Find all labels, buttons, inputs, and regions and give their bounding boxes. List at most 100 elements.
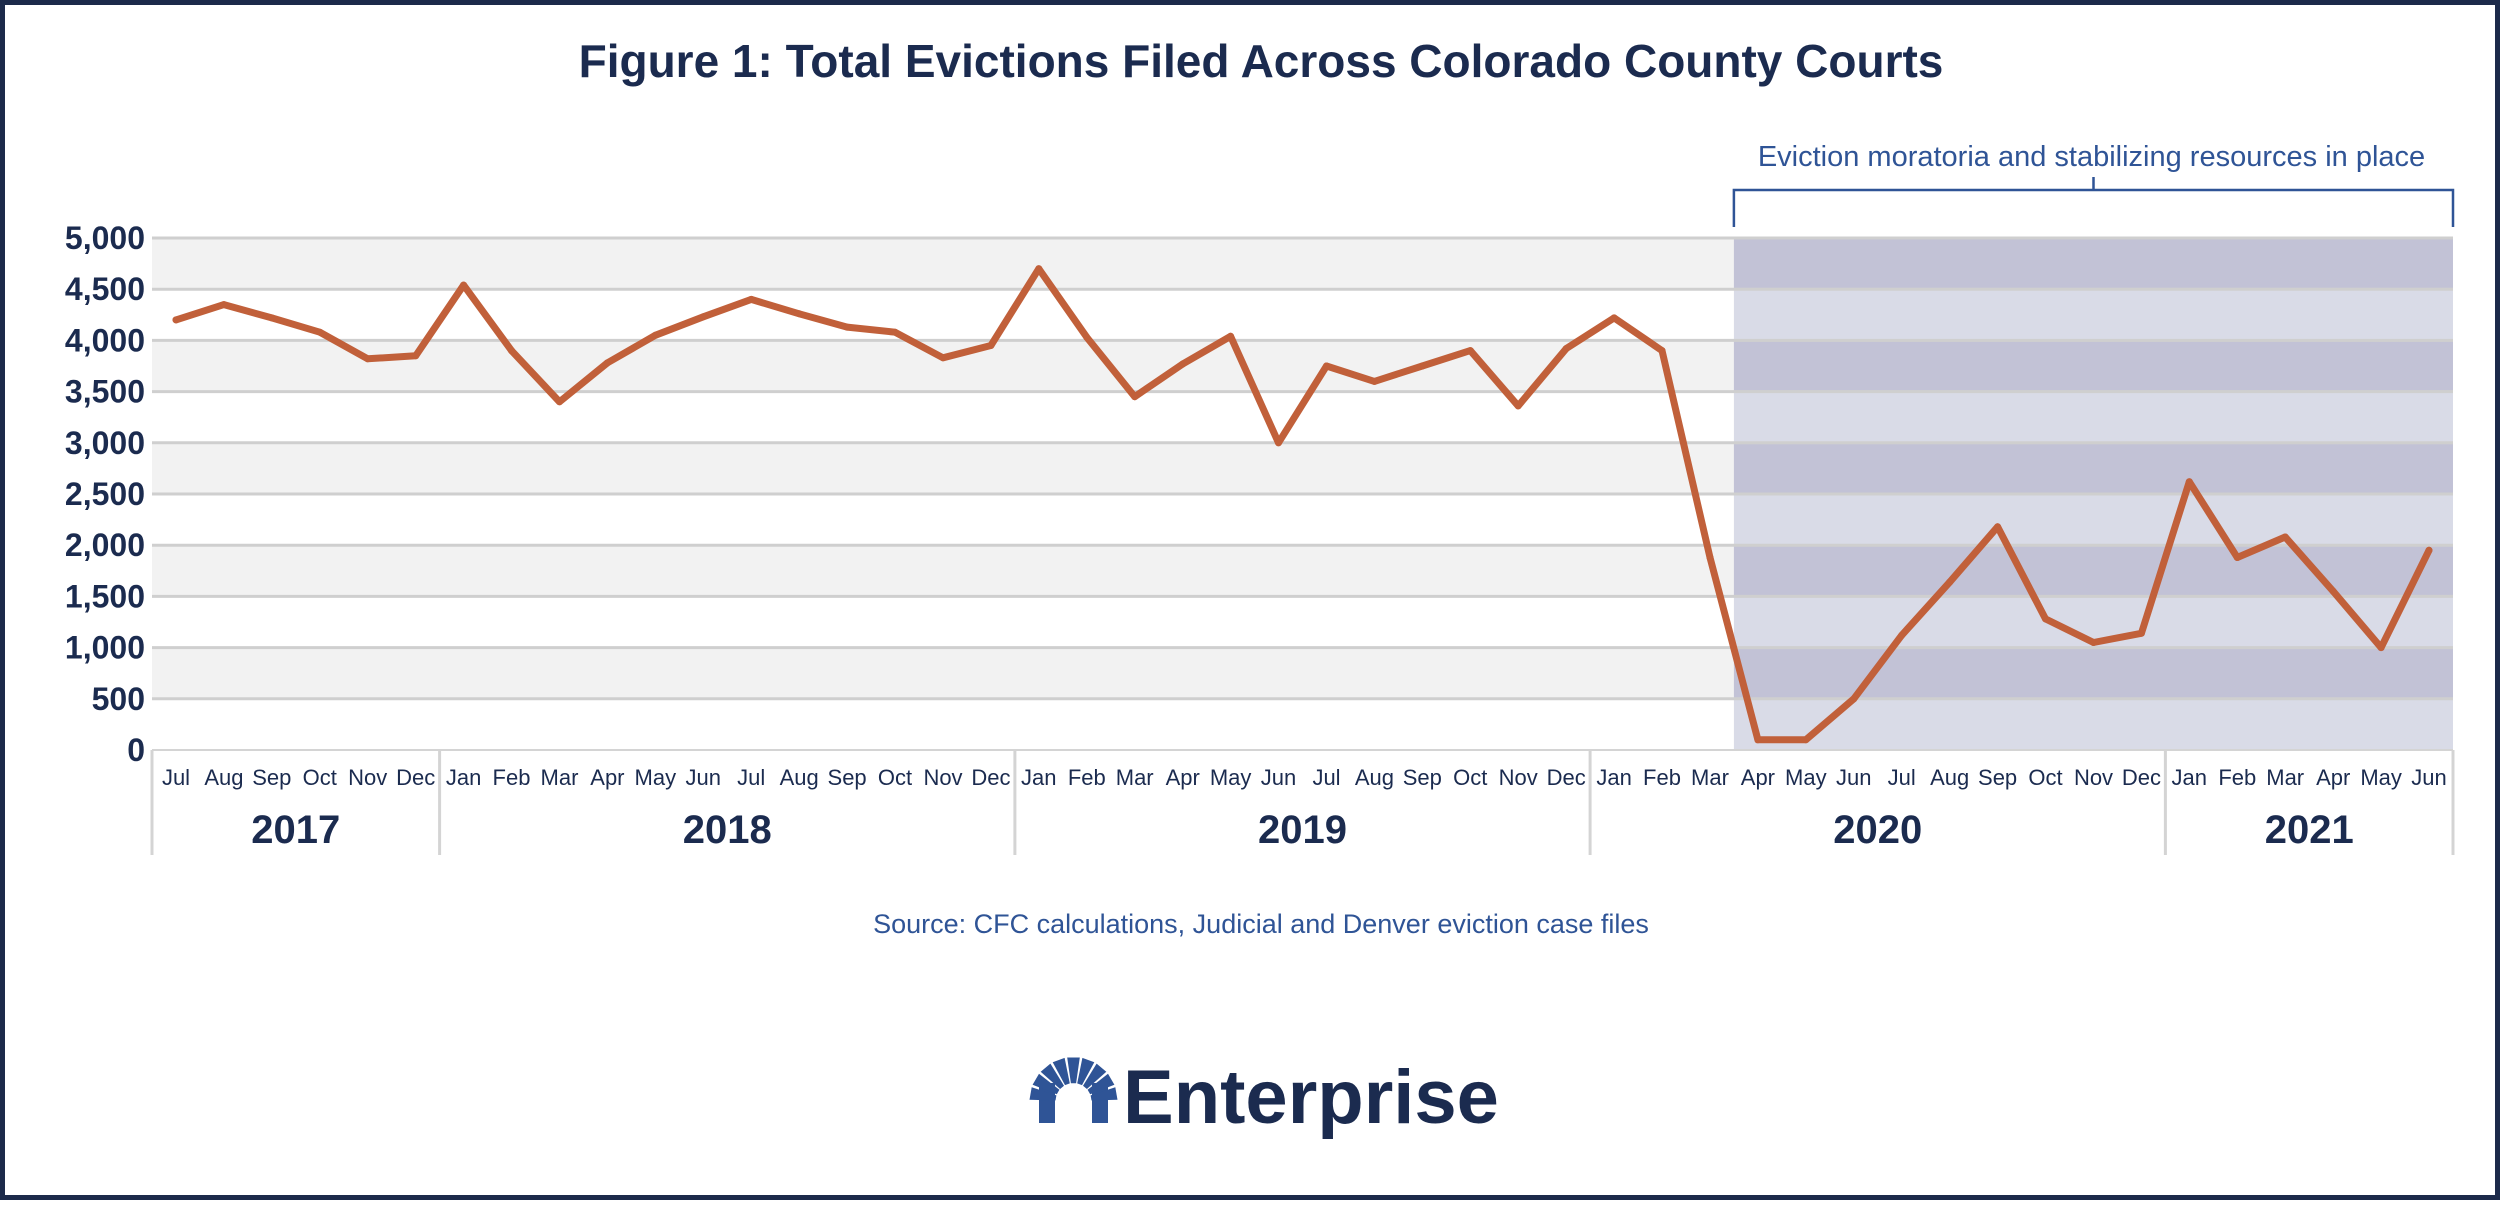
data-point bbox=[172, 316, 180, 324]
x-month-label: Feb bbox=[2218, 765, 2256, 790]
x-month-label: Sep bbox=[252, 765, 291, 790]
data-point bbox=[987, 342, 995, 349]
data-point bbox=[1418, 362, 1426, 370]
x-month-label: May bbox=[635, 765, 677, 790]
x-month-label: Jun bbox=[1836, 765, 1871, 790]
moratorium-band bbox=[1733, 391, 2453, 443]
logo-ray bbox=[1083, 1063, 1107, 1089]
logo-ray bbox=[1090, 1087, 1118, 1101]
chart: Figure 1: Total Evictions Filed Across C… bbox=[65, 35, 2455, 1140]
data-point bbox=[939, 354, 947, 362]
x-year-label: 2018 bbox=[683, 808, 772, 852]
y-tick-label: 1,000 bbox=[65, 630, 145, 666]
logo-ray bbox=[1067, 1057, 1080, 1084]
x-month-label: Aug bbox=[780, 765, 819, 790]
x-month-label: Oct bbox=[2028, 765, 2062, 790]
data-point bbox=[268, 314, 276, 322]
x-year-label: 2021 bbox=[2265, 808, 2354, 852]
data-point bbox=[1994, 523, 2002, 531]
x-axis: Jul Aug Sep Oct Nov Dec Jan Feb Mar Apr May Jun Jul A… bbox=[150, 749, 2455, 855]
data-point bbox=[460, 281, 468, 289]
evictions-line bbox=[172, 265, 2433, 744]
brand-logo: Enterprise bbox=[1029, 1055, 1499, 1140]
x-month-label: Jul bbox=[1888, 765, 1916, 790]
data-point bbox=[651, 331, 659, 339]
logo-ray bbox=[1040, 1063, 1064, 1089]
y-tick-label: 500 bbox=[92, 681, 145, 717]
data-point bbox=[1898, 631, 1906, 639]
data-point bbox=[1083, 333, 1091, 341]
x-month-label: Dec bbox=[971, 765, 1010, 790]
x-month-label: Jul bbox=[1312, 765, 1340, 790]
data-point bbox=[364, 355, 372, 363]
moratorium-band bbox=[1733, 647, 2453, 699]
data-point bbox=[2233, 554, 2241, 561]
moratorium-annotation: Eviction moratoria and stabilizing resou… bbox=[1732, 141, 2455, 227]
brand-name: Enterprise bbox=[1123, 1055, 1499, 1140]
enterprise-arch-logo-icon bbox=[1029, 1057, 1118, 1123]
data-point bbox=[1610, 314, 1618, 322]
x-month-label: Jun bbox=[686, 765, 721, 790]
data-point bbox=[747, 295, 755, 303]
x-month-label: Nov bbox=[1499, 765, 1538, 790]
x-month-label: Dec bbox=[396, 765, 435, 790]
data-point bbox=[2425, 546, 2433, 554]
y-tick-label: 1,500 bbox=[65, 578, 145, 614]
data-point bbox=[1035, 265, 1043, 273]
x-month-label: Aug bbox=[1930, 765, 1969, 790]
x-month-label: Apr bbox=[1166, 765, 1200, 790]
x-month-label: Mar bbox=[1116, 765, 1154, 790]
y-tick-label: 4,500 bbox=[65, 271, 145, 307]
data-point bbox=[2137, 629, 2145, 637]
data-point bbox=[2281, 533, 2289, 541]
moratorium-band bbox=[1733, 289, 2453, 341]
data-point bbox=[1275, 439, 1282, 447]
chart-title: Figure 1: Total Evictions Filed Across C… bbox=[579, 35, 1944, 87]
moratorium-band bbox=[1733, 545, 2453, 597]
data-point bbox=[316, 328, 324, 336]
data-point bbox=[1754, 736, 1762, 744]
y-axis-ticks: 0 500 1,000 1,500 2,000 2,500 3,000 3,500 4,000 4… bbox=[65, 220, 145, 768]
x-month-label: Apr bbox=[2316, 765, 2350, 790]
x-month-label: Nov bbox=[2074, 765, 2113, 790]
logo-ray bbox=[1032, 1073, 1060, 1095]
y-tick-label: 4,000 bbox=[65, 322, 145, 358]
x-month-label: Apr bbox=[1741, 765, 1775, 790]
x-month-label: Sep bbox=[1978, 765, 2017, 790]
data-point bbox=[1706, 554, 1714, 561]
data-point bbox=[556, 398, 563, 406]
data-point bbox=[795, 310, 803, 318]
data-point bbox=[1562, 345, 1570, 353]
x-month-label: Nov bbox=[923, 765, 962, 790]
x-year-label: 2017 bbox=[251, 808, 340, 852]
x-month-label: Jan bbox=[1021, 765, 1056, 790]
x-month-label: May bbox=[1210, 765, 1252, 790]
data-point bbox=[2090, 639, 2097, 646]
data-point bbox=[1179, 360, 1187, 368]
y-tick-label: 2,000 bbox=[65, 527, 145, 563]
x-month-label: Feb bbox=[1643, 765, 1681, 790]
x-month-label: Jan bbox=[446, 765, 481, 790]
data-point bbox=[1131, 393, 1139, 401]
x-month-label: Oct bbox=[878, 765, 912, 790]
x-month-label: May bbox=[2360, 765, 2402, 790]
data-point bbox=[699, 313, 707, 321]
x-month-label: Mar bbox=[1691, 765, 1729, 790]
x-month-label: Feb bbox=[1068, 765, 1106, 790]
data-point bbox=[1514, 402, 1522, 410]
moratorium-annotation-label: Eviction moratoria and stabilizing resou… bbox=[1758, 141, 2425, 173]
x-month-label: Jan bbox=[1596, 765, 1631, 790]
y-tick-label: 2,500 bbox=[65, 476, 145, 512]
data-point bbox=[843, 323, 851, 331]
x-month-label: Dec bbox=[1547, 765, 1586, 790]
data-point bbox=[2377, 644, 2385, 652]
x-month-label: Oct bbox=[303, 765, 337, 790]
data-point bbox=[1850, 695, 1858, 703]
data-point bbox=[891, 328, 899, 336]
moratorium-band bbox=[1733, 698, 2453, 750]
x-month-label: Apr bbox=[590, 765, 624, 790]
data-point bbox=[1466, 347, 1474, 355]
x-month-label: Oct bbox=[1453, 765, 1487, 790]
x-month-label: Nov bbox=[348, 765, 387, 790]
